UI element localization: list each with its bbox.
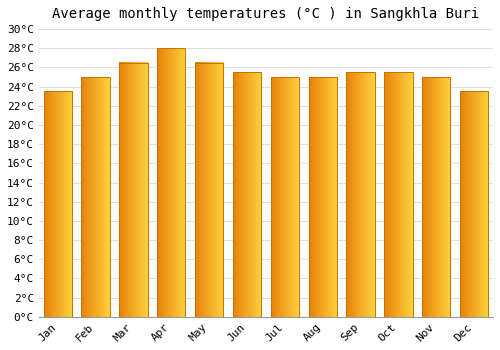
Bar <box>119 63 148 317</box>
Bar <box>384 72 412 317</box>
Bar <box>460 91 488 317</box>
Bar <box>270 77 299 317</box>
Bar <box>346 72 375 317</box>
Bar <box>308 77 337 317</box>
Bar <box>233 72 261 317</box>
Bar <box>157 48 186 317</box>
Bar <box>422 77 450 317</box>
Bar <box>195 63 224 317</box>
Title: Average monthly temperatures (°C ) in Sangkhla Buri: Average monthly temperatures (°C ) in Sa… <box>52 7 480 21</box>
Bar <box>82 77 110 317</box>
Bar <box>44 91 72 317</box>
